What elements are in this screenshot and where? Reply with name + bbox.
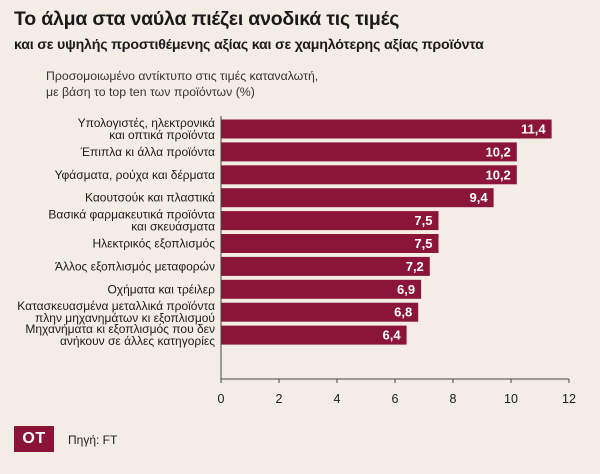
category-label-line: και σκευάσματα <box>131 220 215 234</box>
category-label-line: και οπτικά προϊόντα <box>109 128 215 142</box>
bar <box>221 325 407 345</box>
chart-note-line-2: με βάση το top ten των προϊόντων (%) <box>46 85 255 99</box>
bar-value-label: 7,2 <box>406 259 424 274</box>
x-tick-label: 4 <box>334 392 341 406</box>
category-label: Υφάσματα, ρούχα και δέρματα <box>55 168 215 182</box>
category-label: Καουτσούκ και πλαστικά <box>85 191 215 205</box>
bar-value-label: 10,2 <box>485 144 510 159</box>
bar-value-label: 9,4 <box>470 190 489 205</box>
x-tick-label: 8 <box>450 392 457 406</box>
category-label: Μηχανήματα κι εξοπλισμός που δεν ανήκουν … <box>25 322 215 348</box>
x-tick-label: 2 <box>276 392 283 406</box>
chart-title: Το άλμα στα ναύλα πιέζει ανοδικά τις τιμ… <box>14 8 400 30</box>
chart-note: Προσομοιωμένο αντίκτυπο στις τιμές καταν… <box>46 68 426 100</box>
bar-value-label: 7,5 <box>414 236 432 251</box>
bar <box>221 142 517 162</box>
publisher-logo: OT <box>14 426 54 452</box>
category-label-line: Βασικά φαρμακευτικά προϊόντα <box>48 208 215 222</box>
bar <box>221 119 552 139</box>
category-label-line: Μηχανήματα κι εξοπλισμός που δεν <box>25 322 215 336</box>
x-tick-label: 10 <box>504 392 518 406</box>
category-label: Υπολογιστές, ηλεκτρονικά και οπτικά προϊό… <box>78 116 215 142</box>
category-label-line: πλην μηχανημάτων κι εξοπλισμού <box>35 311 215 325</box>
bar-value-label: 7,5 <box>414 213 432 228</box>
chart-subtitle: και σε υψηλής προστιθέμενης αξίας και σε… <box>14 37 484 53</box>
chart-note-line-1: Προσομοιωμένο αντίκτυπο στις τιμές καταν… <box>46 69 319 83</box>
source-note: Πηγή: FT <box>68 433 118 447</box>
bar <box>221 211 439 231</box>
bar-value-label: 6,4 <box>383 328 402 343</box>
x-tick-label: 0 <box>218 392 225 406</box>
category-label: Βασικά φαρμακευτικά προϊόντα και σκευάσμα… <box>48 208 215 234</box>
bar-value-label: 6,9 <box>397 282 415 297</box>
bar <box>221 279 422 299</box>
category-label-line: ανήκουν σε άλλες κατηγορίες <box>60 334 215 348</box>
bar <box>221 165 517 185</box>
category-label-line: Κατασκευασμένα μεταλλικά προϊόντα <box>17 299 215 313</box>
category-label: Ηλεκτρικός εξοπλισμός <box>92 237 215 251</box>
bar-value-label: 10,2 <box>485 167 510 182</box>
category-label: Έπιπλα κι άλλα προϊόντα <box>80 145 215 159</box>
bar <box>221 234 439 253</box>
bar-value-label: 6,8 <box>394 305 412 320</box>
category-label: Οχήματα και τρέιλερ <box>107 282 215 296</box>
bar-value-label: 11,4 <box>521 122 546 137</box>
bar <box>221 188 494 208</box>
bar <box>221 302 419 322</box>
x-tick-label: 6 <box>392 392 399 406</box>
bar <box>221 256 430 276</box>
x-tick-label: 12 <box>562 392 576 406</box>
category-label-line: Υπολογιστές, ηλεκτρονικά <box>78 116 215 130</box>
category-label: Κατασκευασμένα μεταλλικά προϊόντα πλην μη… <box>17 299 215 325</box>
category-label: Άλλος εξοπλισμός μεταφορών <box>55 259 215 273</box>
